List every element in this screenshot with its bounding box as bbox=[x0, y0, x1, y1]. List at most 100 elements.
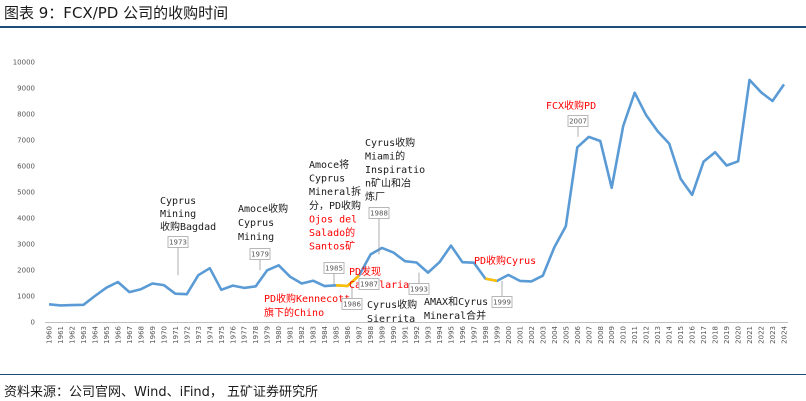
x-tick-label: 2015 bbox=[677, 326, 685, 344]
x-tick-label: 2013 bbox=[654, 326, 662, 344]
bottom-rule bbox=[0, 374, 806, 375]
highlight-segment bbox=[485, 277, 498, 283]
series-line bbox=[48, 78, 786, 307]
x-tick-label: 2002 bbox=[528, 326, 536, 344]
x-tick-label: 2020 bbox=[735, 326, 743, 344]
x-tick-label: 1976 bbox=[229, 325, 237, 343]
x-tick-label: 2019 bbox=[723, 326, 731, 344]
annotation-text: Sierrita bbox=[367, 314, 415, 325]
annotation-text: 炼厂 bbox=[365, 190, 385, 203]
x-tick-label: 2017 bbox=[700, 326, 708, 344]
annotation-text: FCX收购PD bbox=[546, 99, 596, 112]
x-tick-label: 1980 bbox=[275, 326, 283, 344]
year-box-label: 1979 bbox=[251, 251, 269, 259]
annotation-text: 旗下的Chino bbox=[264, 306, 324, 319]
annotation-text: 收购Bagdad bbox=[160, 220, 216, 233]
source-note: 资料来源：公司官网、Wind、iFind， 五矿证券研究所 bbox=[4, 385, 319, 400]
annotation-text: Cyprus bbox=[160, 196, 196, 207]
y-tick-label: 3000 bbox=[17, 241, 35, 249]
x-tick-label: 2001 bbox=[516, 326, 524, 344]
x-tick-label: 1984 bbox=[321, 325, 329, 343]
annotation-text: PD发现 bbox=[349, 265, 381, 278]
x-tick-label: 1993 bbox=[424, 326, 432, 344]
x-tick-label: 2021 bbox=[746, 326, 754, 344]
annotation-text: 分，PD收购 bbox=[309, 199, 361, 212]
annotation-text-red-part bbox=[309, 201, 329, 212]
annotation-text: AMAX和Cyrus bbox=[424, 296, 488, 308]
y-tick-label: 10000 bbox=[13, 59, 35, 67]
year-box bbox=[323, 262, 345, 274]
top-rule bbox=[0, 26, 806, 28]
x-tick-label: 1965 bbox=[103, 326, 111, 344]
annotation-text: Cyrus收购 bbox=[367, 298, 417, 311]
x-tick-label: 1994 bbox=[436, 325, 444, 343]
x-tick-label: 2004 bbox=[551, 325, 559, 343]
x-tick-label: 2010 bbox=[620, 326, 628, 344]
annotation-text: n矿山和冶 bbox=[365, 177, 411, 190]
x-tick-label: 2023 bbox=[769, 326, 777, 344]
year-box-label: 1973 bbox=[169, 239, 187, 247]
annotation-text: Ojos del bbox=[309, 214, 357, 225]
x-tick-label: 2012 bbox=[643, 326, 651, 344]
x-tick-label: 1962 bbox=[68, 326, 76, 344]
year-box-label: 1985 bbox=[325, 265, 343, 273]
x-tick-label: 1969 bbox=[149, 326, 157, 344]
x-tick-label: 1987 bbox=[356, 326, 364, 344]
year-box-label: 1988 bbox=[370, 210, 388, 218]
x-tick-label: 2016 bbox=[689, 325, 697, 343]
annotations: CyprusMining收购Bagdad1973Amoce收购CyprusMin… bbox=[160, 99, 596, 325]
year-box bbox=[408, 283, 430, 295]
year-box-label: 1987 bbox=[360, 281, 378, 289]
x-tick-label: 1996 bbox=[459, 325, 467, 343]
annotation-text: Miami的 bbox=[365, 150, 405, 163]
x-tick-label: 2000 bbox=[505, 326, 513, 344]
x-tick-label: 1970 bbox=[160, 326, 168, 344]
y-tick-label: 9000 bbox=[17, 85, 35, 93]
annotation-text: Amoce将 bbox=[309, 159, 349, 171]
annotation-text: Cyprus bbox=[238, 218, 274, 229]
x-tick-label: 1960 bbox=[46, 326, 54, 344]
x-tick-label: 1997 bbox=[470, 326, 478, 344]
annotation-text: PD收购Cyrus bbox=[474, 254, 536, 267]
x-tick-label: 1979 bbox=[264, 326, 272, 344]
annotation-text: Salado的 bbox=[309, 226, 355, 239]
annotation-text: Cyrus收购 bbox=[365, 136, 415, 149]
x-tick-label: 1963 bbox=[80, 326, 88, 344]
x-tick-label: 1974 bbox=[206, 325, 214, 343]
x-tick-label: 1985 bbox=[333, 326, 341, 344]
annotation-text: Santos矿 bbox=[309, 240, 355, 253]
year-box-label: 2007 bbox=[569, 118, 587, 126]
x-tick-label: 2007 bbox=[585, 326, 593, 344]
y-axis: 0 1000 2000 3000 4000 5000 6000 7000 8000 9000 100… bbox=[13, 59, 35, 327]
annotation-text: Mining bbox=[160, 209, 196, 220]
y-tick-label: 6000 bbox=[17, 163, 35, 171]
x-tick-label: 1991 bbox=[402, 326, 410, 344]
x-tick-label: 2014 bbox=[666, 325, 674, 343]
annotation-text: Amoce收购 bbox=[238, 202, 288, 215]
annotation-text: Inspiratio bbox=[365, 165, 425, 176]
x-tick-label: 2005 bbox=[562, 326, 570, 344]
x-tick-label: 1992 bbox=[413, 326, 421, 344]
year-box bbox=[167, 236, 189, 248]
y-tick-label: 5000 bbox=[17, 189, 35, 197]
x-tick-label: 1981 bbox=[287, 326, 295, 344]
x-tick-label: 1995 bbox=[447, 326, 455, 344]
x-tick-label: 1966 bbox=[114, 325, 122, 343]
x-tick-label: 1998 bbox=[482, 326, 490, 344]
x-axis: 1960 1961 1962 1963 1964 1965 1966 1967 1968 1969… bbox=[45, 322, 789, 344]
x-tick-label: 1999 bbox=[493, 326, 501, 344]
x-tick-label: 1989 bbox=[379, 326, 387, 344]
x-tick-label: 1978 bbox=[252, 326, 260, 344]
year-box-label: 1993 bbox=[410, 286, 428, 294]
year-box bbox=[249, 248, 271, 260]
x-tick-label: 1973 bbox=[195, 326, 203, 344]
x-tick-label: 2009 bbox=[608, 326, 616, 344]
x-tick-label: 2006 bbox=[574, 325, 582, 343]
y-tick-label: 0 bbox=[31, 319, 35, 327]
chart-title: 图表 9：FCX/PD 公司的收购时间 bbox=[4, 4, 229, 22]
year-box bbox=[341, 298, 363, 310]
x-tick-label: 1971 bbox=[172, 326, 180, 344]
y-tick-label: 4000 bbox=[17, 215, 35, 223]
x-tick-label: 1982 bbox=[298, 326, 306, 344]
